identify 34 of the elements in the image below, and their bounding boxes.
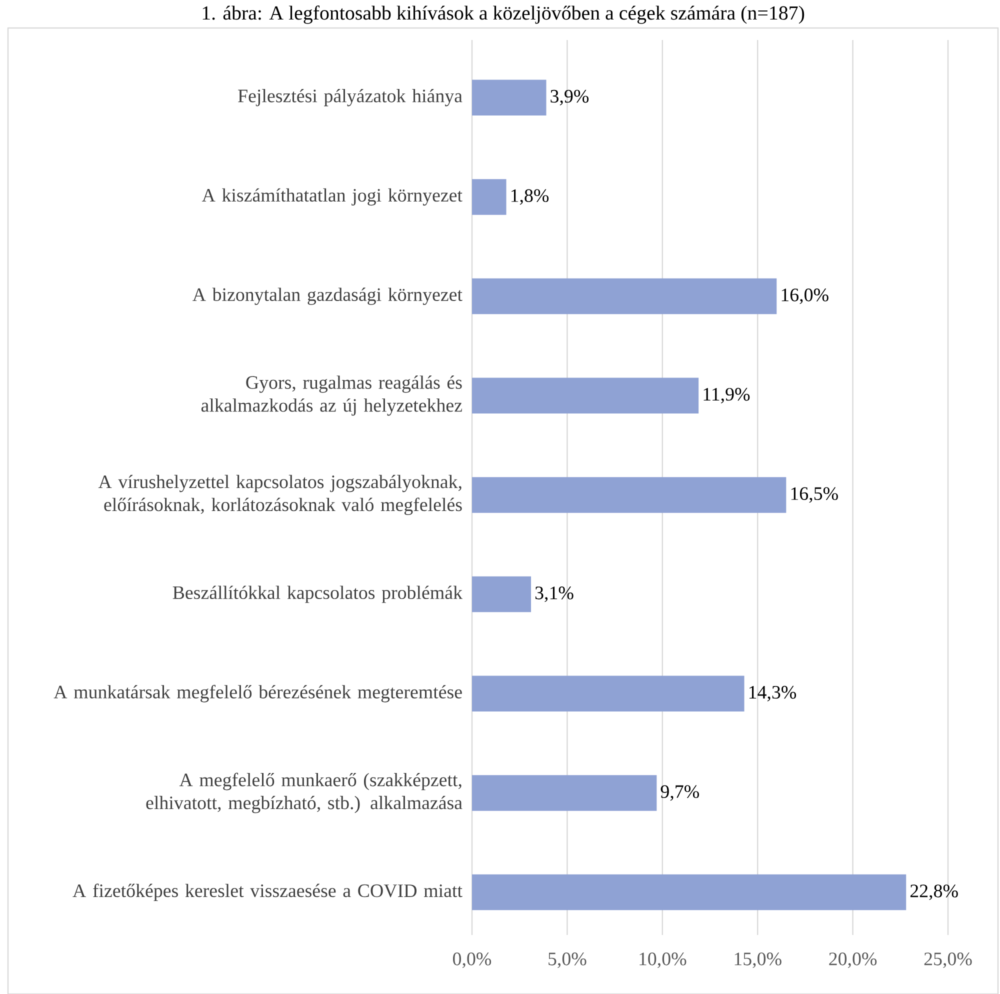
data-label: 16,5% (791, 487, 838, 503)
x-tick-label: 20,0% (829, 952, 877, 968)
data-label: 14,3% (749, 686, 796, 702)
bar (472, 676, 744, 712)
y-tick-label: A kiszámíthatatlan jogi környezet (202, 188, 462, 206)
bar (472, 477, 786, 513)
y-tick-label: A munkatársak megfelelő bérezésének megteremtése (54, 684, 462, 702)
y-tick-label: A bizonytalan gazdasági környezet (192, 288, 462, 305)
x-tick-label: 10,0% (640, 952, 686, 968)
x-tick-label: 15,0% (734, 952, 782, 968)
bar (472, 576, 532, 612)
y-tick-label: Gyors, rugalmas reagálás és alkalmazkodás az új helyzetekhez (201, 376, 462, 416)
bar (472, 874, 906, 910)
bar (472, 179, 506, 215)
data-label: 3,9% (550, 90, 589, 106)
x-tick-label: 25,0% (924, 952, 972, 968)
data-label: 16,0% (782, 288, 828, 304)
y-tick-label: A fizetőképes kereslet visszaesése a COVID miatt (72, 884, 462, 901)
data-label: 1,8% (511, 189, 549, 205)
x-tick-label: 5,0% (548, 952, 586, 968)
data-label: 11,9% (704, 388, 750, 404)
y-tick-label: Beszállítókkal kapcsolatos problémák (172, 586, 463, 603)
bar (472, 80, 546, 116)
y-tick-label: A vírushelyzettel kapcsolatos jogszabályoknak, előírásoknak, korlátozásoknak való megfelelés (98, 474, 462, 516)
x-tick-label: 0,0% (453, 952, 492, 968)
data-label: 3,1% (535, 586, 574, 602)
bar (472, 278, 777, 314)
chart-title: 1. ábra: A legfontosabb kihívások a közeljövőben a cégek számára (n=187) (202, 6, 804, 24)
data-label: 9,7% (660, 785, 699, 801)
bar (472, 378, 699, 414)
y-tick-label: Fejlesztési pályázatok hiánya (238, 89, 462, 106)
y-tick-label: A megfelelő munkaerő (szakképzett, elhivatott, megbízható, stb.) alkalmazása (146, 772, 462, 814)
bar (472, 775, 657, 811)
data-label: 22,8% (910, 884, 958, 900)
